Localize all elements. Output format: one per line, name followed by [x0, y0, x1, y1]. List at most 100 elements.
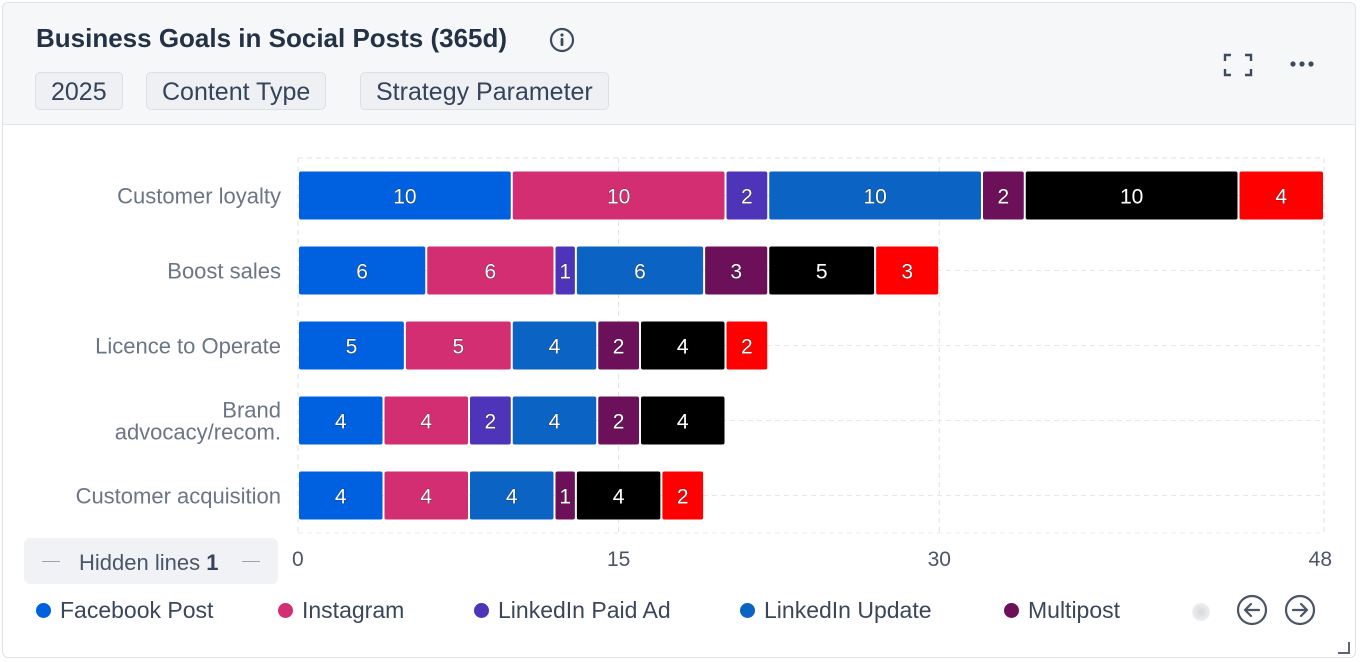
- category-label: Customer acquisition: [76, 484, 281, 509]
- bar-segment[interactable]: 2: [983, 171, 1024, 220]
- bar-value-label: 4: [335, 486, 347, 509]
- bar-segment[interactable]: 4: [299, 396, 383, 445]
- bar-segment[interactable]: 2: [598, 396, 639, 445]
- bar-segment[interactable]: 4: [1239, 171, 1324, 220]
- bar-value-label: 1: [559, 261, 571, 284]
- category-labels: Customer loyalty Boost sales Licence to Op…: [76, 184, 281, 509]
- bar-rect: [299, 246, 426, 295]
- bar-segment[interactable]: 10: [769, 171, 981, 220]
- bar-value-label: 10: [393, 186, 416, 209]
- bar-segment[interactable]: 6: [299, 246, 426, 295]
- bar-rect: [555, 471, 575, 520]
- bar-segment[interactable]: 4: [512, 396, 597, 445]
- bar-segment[interactable]: 6: [576, 246, 704, 295]
- category-label: Boost sales: [167, 259, 281, 284]
- bar-rect: [512, 396, 597, 445]
- bar-value-label: 2: [613, 411, 625, 434]
- bar-rect: [983, 171, 1024, 220]
- bar-segment[interactable]: 6: [427, 246, 554, 295]
- bar-rect: [470, 471, 554, 520]
- bar-value-label: 3: [730, 261, 742, 284]
- bar-value-label: 2: [485, 411, 497, 434]
- bar-segment[interactable]: 2: [470, 396, 511, 445]
- legend-label: LinkedIn Paid Ad: [498, 597, 671, 623]
- legend-dot-icon: [474, 602, 489, 618]
- bar-segment[interactable]: 2: [726, 321, 768, 370]
- bar-segment[interactable]: 2: [662, 471, 704, 520]
- legend-item[interactable]: Multipost: [1004, 597, 1120, 624]
- bar-value-label: 1: [559, 486, 571, 509]
- legend-item[interactable]: Facebook Post: [36, 597, 213, 624]
- info-icon[interactable]: [549, 27, 575, 53]
- bar-segment[interactable]: 4: [576, 471, 661, 520]
- filter-chip-strategy-parameter[interactable]: Strategy Parameter: [360, 72, 609, 110]
- hidden-lines-dash-left: [42, 561, 60, 562]
- bar-rect: [470, 396, 511, 445]
- legend-label: Multipost: [1028, 597, 1121, 623]
- arrow-right-icon[interactable]: [1284, 594, 1316, 626]
- legend-label: Facebook Post: [60, 597, 214, 623]
- bar-segment[interactable]: 2: [598, 321, 639, 370]
- legend-overflow-dot: [1192, 603, 1210, 621]
- bar-segment[interactable]: 10: [1025, 171, 1238, 220]
- card-header: Business Goals in Social Posts (365d) 20…: [3, 3, 1355, 125]
- bar-value-label: 3: [901, 261, 913, 284]
- bar-rect: [512, 321, 597, 370]
- bar-segment[interactable]: 1: [555, 471, 575, 520]
- arrow-left-icon[interactable]: [1236, 594, 1268, 626]
- bar-rect: [299, 396, 383, 445]
- bar-rect: [512, 171, 725, 220]
- bar-segment[interactable]: 4: [512, 321, 597, 370]
- filter-chip-year[interactable]: 2025: [35, 72, 123, 110]
- bar-segment[interactable]: 4: [641, 321, 725, 370]
- hidden-lines-label: Hidden lines: [79, 550, 201, 575]
- bar-segment[interactable]: 4: [470, 471, 554, 520]
- bar-value-label: 2: [741, 336, 753, 359]
- hidden-lines-toggle[interactable]: Hidden lines 1: [24, 538, 278, 584]
- bar-value-label: 4: [1275, 186, 1287, 209]
- bar-value-label: 4: [549, 336, 561, 359]
- bar-value-label: 10: [863, 186, 886, 209]
- expand-icon[interactable]: [1223, 53, 1253, 77]
- more-icon[interactable]: [1288, 56, 1318, 72]
- bar-segment[interactable]: 3: [876, 246, 939, 295]
- x-tick-label: 48: [1309, 548, 1332, 571]
- x-tick-label: 0: [292, 548, 304, 571]
- bar-segment[interactable]: 4: [384, 396, 469, 445]
- bar-segment[interactable]: 5: [405, 321, 511, 370]
- legend-item[interactable]: LinkedIn Paid Ad: [474, 597, 671, 624]
- bar-rect: [427, 246, 554, 295]
- bar-segment[interactable]: 1: [555, 246, 575, 295]
- bar-rect: [641, 321, 725, 370]
- bar-segment[interactable]: 5: [299, 321, 404, 370]
- bar-value-label: 4: [677, 411, 689, 434]
- bar-rect: [598, 396, 639, 445]
- bar-value-label: 10: [607, 186, 630, 209]
- bar-segment[interactable]: 4: [641, 396, 725, 445]
- bar-segment[interactable]: 4: [299, 471, 383, 520]
- bar-value-label: 10: [1120, 186, 1143, 209]
- bar-value-label: 2: [677, 486, 689, 509]
- bar-segment[interactable]: 2: [726, 171, 768, 220]
- bar-value-label: 4: [506, 486, 518, 509]
- bar-value-label: 2: [741, 186, 753, 209]
- x-axis-ticks: 0 15 30 48: [292, 548, 1332, 571]
- category-label: Brand advocacy/recom.: [115, 398, 281, 445]
- legend-item[interactable]: Instagram: [278, 597, 404, 624]
- bar-value-label: 4: [335, 411, 347, 434]
- bar-rect: [576, 246, 704, 295]
- filter-chip-content-type[interactable]: Content Type: [146, 72, 327, 110]
- resize-handle-icon[interactable]: [1336, 640, 1352, 656]
- bar-segment[interactable]: 10: [299, 171, 511, 220]
- category-label: Licence to Operate: [95, 334, 281, 359]
- bar-segment[interactable]: 4: [384, 471, 469, 520]
- bar-segment[interactable]: 5: [769, 246, 875, 295]
- bar-rect: [299, 171, 511, 220]
- bar-value-label: 5: [452, 336, 464, 359]
- bar-segment[interactable]: 3: [705, 246, 768, 295]
- bar-rect: [576, 471, 661, 520]
- bar-rect: [384, 396, 468, 445]
- legend-item[interactable]: LinkedIn Update: [740, 597, 932, 624]
- bar-segment[interactable]: 10: [512, 171, 725, 220]
- bar-rect: [876, 246, 939, 295]
